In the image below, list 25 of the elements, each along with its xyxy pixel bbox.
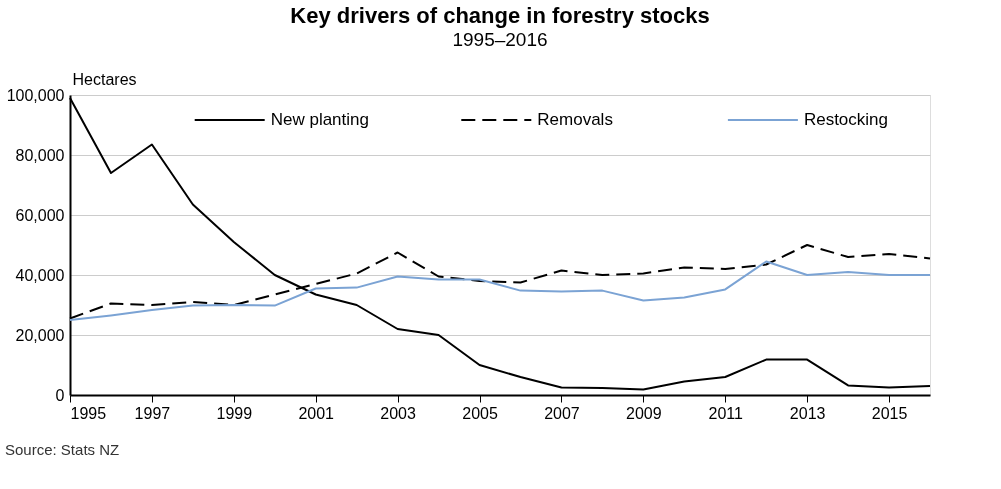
line-series: [69, 260, 931, 321]
x-tick-label: 2001: [298, 404, 335, 422]
y-tick-label: 40,000: [15, 266, 65, 284]
x-tick-label: 1997: [134, 404, 171, 422]
legend-label: New planting: [270, 110, 369, 129]
chart-title: Key drivers of change in forestry stocks: [290, 3, 710, 28]
x-tick-label: 2015: [871, 404, 908, 422]
x-tick-label: 2009: [626, 404, 662, 422]
x-tick-label: 2013: [789, 404, 826, 422]
y-axis-title: Hectares: [72, 70, 137, 88]
x-tick-label: 2011: [708, 404, 744, 422]
y-tick-label: 20,000: [15, 326, 65, 344]
y-tick-label: 60,000: [15, 206, 65, 224]
legend-label: Removals: [537, 110, 613, 129]
chart-subtitle: 1995–2016: [452, 29, 548, 50]
y-tick-label: 100,000: [6, 86, 65, 104]
y-tick-label: 0: [55, 386, 65, 404]
x-tick-label: 2005: [462, 404, 498, 422]
y-tick-label: 80,000: [15, 146, 65, 164]
source-note: Source: Stats NZ: [5, 441, 120, 458]
x-tick-label: 1995: [70, 404, 107, 422]
legend-label: Restocking: [803, 110, 889, 129]
x-tick-label: 2003: [380, 404, 417, 422]
x-tick-label: 1999: [216, 404, 253, 422]
x-tick-label: 2007: [544, 404, 580, 422]
